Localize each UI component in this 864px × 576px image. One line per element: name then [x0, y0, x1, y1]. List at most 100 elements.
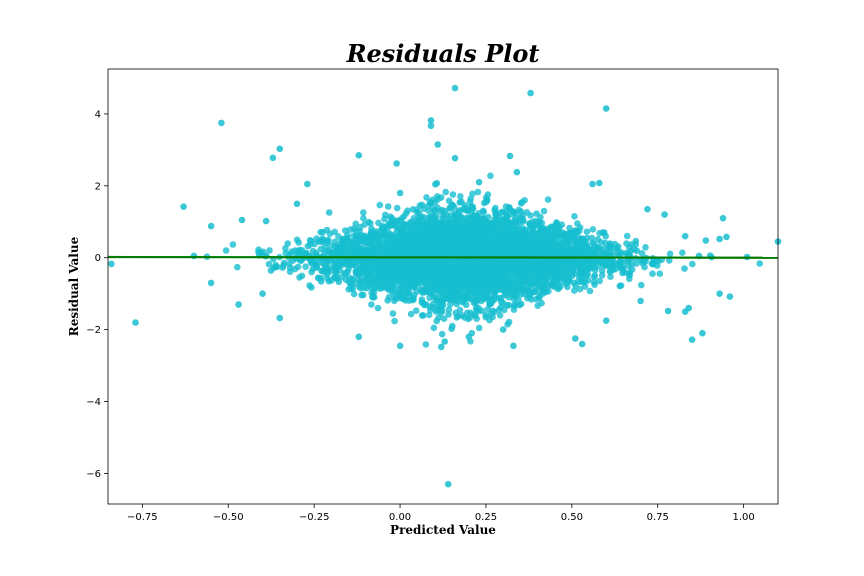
scatter-point — [596, 229, 603, 237]
scatter-point — [459, 295, 467, 303]
scatter-point — [440, 262, 447, 269]
scatter-point — [589, 226, 597, 233]
scatter-point — [321, 244, 329, 251]
scatter-point — [507, 251, 514, 258]
scatter-point — [436, 273, 444, 281]
scatter-point — [445, 306, 453, 313]
scatter-point — [399, 229, 406, 237]
scatter-point — [540, 262, 548, 269]
scatter-point — [511, 265, 519, 272]
scatter-point — [601, 239, 609, 247]
scatter-point — [590, 240, 598, 248]
scatter-point — [388, 251, 396, 258]
scatter-point — [404, 207, 411, 214]
scatter-point — [350, 225, 358, 232]
scatter-point — [518, 199, 526, 206]
scatter-point — [576, 285, 584, 293]
scatter-point — [623, 240, 630, 247]
scatter-point — [467, 259, 474, 267]
scatter-point — [410, 292, 418, 299]
scatter-point — [576, 263, 583, 270]
scatter-point — [438, 286, 446, 293]
scatter-point — [591, 281, 598, 289]
scatter-point — [422, 341, 430, 348]
scatter-point — [555, 274, 563, 281]
scatter-point — [308, 237, 315, 245]
scatter-point — [571, 287, 578, 294]
scatter-point — [515, 296, 522, 304]
scatter-point — [518, 241, 525, 249]
scatter-point — [531, 287, 538, 295]
scatter-point — [544, 196, 552, 203]
scatter-point — [379, 224, 387, 231]
scatter-point — [756, 260, 763, 267]
scatter-point — [485, 213, 492, 221]
scatter-point — [407, 226, 414, 233]
scatter-point — [461, 270, 468, 278]
scatter-point — [386, 263, 394, 271]
scatter-point — [430, 231, 438, 238]
scatter-point — [516, 281, 524, 288]
scatter-point — [494, 236, 502, 243]
scatter-point — [295, 239, 303, 246]
scatter-point — [352, 246, 360, 253]
scatter-point — [488, 300, 495, 307]
scatter-point — [411, 280, 418, 288]
scatter-point — [626, 275, 633, 283]
scatter-point — [482, 198, 490, 206]
scatter-point — [521, 226, 528, 233]
scatter-point — [279, 264, 287, 272]
scatter-point — [427, 250, 435, 258]
scatter-point — [479, 221, 486, 229]
points-layer — [108, 84, 782, 488]
scatter-point — [529, 226, 536, 233]
scatter-point — [512, 219, 520, 226]
scatter-point — [572, 282, 579, 289]
scatter-point — [307, 259, 315, 266]
scatter-point — [425, 311, 433, 319]
scatter-point — [455, 207, 463, 214]
scatter-point — [556, 223, 563, 231]
scatter-point — [413, 229, 420, 237]
scatter-point — [536, 294, 543, 302]
scatter-point — [422, 226, 429, 234]
scatter-point — [458, 217, 465, 224]
scatter-point — [372, 273, 380, 280]
scatter-point — [433, 317, 441, 325]
scatter-point — [349, 276, 356, 284]
scatter-point — [428, 242, 435, 250]
scatter-point — [296, 246, 304, 254]
scatter-point — [564, 242, 572, 249]
scatter-point — [510, 306, 518, 314]
scatter-point — [558, 259, 565, 267]
scatter-point — [446, 228, 453, 236]
scatter-point — [309, 247, 317, 255]
scatter-point — [374, 304, 382, 312]
scatter-point — [391, 317, 398, 325]
scatter-point — [394, 237, 402, 245]
scatter-point — [359, 259, 367, 266]
scatter-point — [324, 257, 331, 265]
scatter-point — [512, 210, 519, 217]
scatter-point — [323, 226, 331, 234]
scatter-point — [308, 268, 315, 276]
scatter-point — [584, 271, 592, 278]
scatter-point — [477, 259, 485, 267]
scatter-point — [377, 262, 385, 269]
scatter-point — [350, 290, 358, 298]
scatter-point — [434, 195, 442, 203]
scatter-point — [234, 263, 241, 271]
scatter-point — [607, 273, 614, 281]
scatter-point — [537, 278, 545, 286]
scatter-point — [512, 251, 519, 258]
scatter-point — [504, 321, 511, 328]
scatter-point — [533, 268, 540, 275]
scatter-point — [359, 247, 366, 254]
scatter-point — [445, 250, 453, 257]
scatter-point — [566, 224, 573, 232]
scatter-point — [405, 262, 413, 269]
scatter-point — [540, 207, 548, 215]
scatter-point — [624, 257, 632, 265]
